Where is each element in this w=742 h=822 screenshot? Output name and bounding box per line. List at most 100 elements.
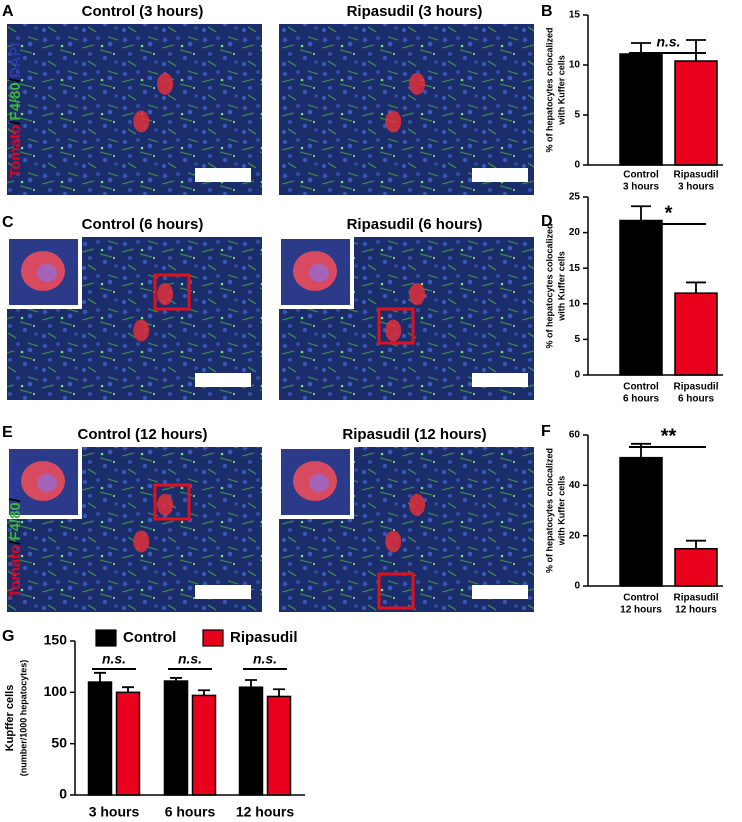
legend-label: Control	[123, 629, 176, 646]
x-tick-label: 6 hours	[623, 394, 660, 405]
scale-bar	[472, 585, 528, 599]
x-tick-label: Control	[623, 170, 659, 181]
y-tick-label: 40	[569, 480, 581, 491]
bar	[191, 694, 217, 796]
bar	[619, 53, 663, 166]
y-tick-label: 0	[574, 160, 580, 171]
y-tick-label: 100	[44, 683, 68, 699]
tomato-cell	[385, 319, 402, 342]
x-tick-label: 12 hours	[236, 804, 295, 820]
tomato-cell	[157, 283, 174, 306]
y-tick-label: 5	[574, 110, 580, 121]
stain-part: F4/80	[7, 502, 24, 540]
roi-box	[377, 307, 415, 345]
bar	[674, 292, 718, 376]
tomato-cell	[409, 493, 426, 516]
y-axis-label: % of hepatocytes colocalized	[544, 223, 554, 348]
legend-label: Ripasudil	[230, 629, 298, 646]
x-tick-label: Control	[623, 593, 659, 604]
error-bar	[198, 689, 210, 696]
significance: *	[665, 202, 673, 224]
stain-part: Tomato	[7, 125, 24, 178]
error-bar	[686, 539, 706, 549]
significance: n.s.	[253, 651, 277, 667]
error-bar	[686, 281, 706, 294]
tomato-cell	[157, 72, 174, 95]
y-tick-label: 10	[569, 60, 581, 71]
panel-letter: B	[541, 3, 553, 20]
y-tick-label: 15	[569, 263, 581, 274]
y-tick-label: 0	[574, 370, 580, 381]
x-tick-label: 3 hours	[89, 804, 140, 820]
x-tick-label: 12 hours	[620, 605, 662, 616]
error-bar	[273, 688, 285, 697]
inset-cell-core	[309, 264, 329, 282]
y-axis-label: Kupffer cells	[4, 685, 16, 752]
panel-letter: F	[541, 423, 551, 440]
stain-part: Tomato	[7, 545, 24, 598]
x-tick-label: Ripasudil	[673, 593, 718, 604]
image-title: Ripasudil (6 hours)	[347, 216, 483, 233]
y-tick-label: 150	[44, 632, 68, 648]
roi-box	[153, 483, 191, 521]
image-title: Ripasudil (12 hours)	[342, 426, 486, 443]
bar	[163, 680, 189, 796]
y-tick-label: 20	[569, 227, 581, 238]
tomato-cell	[157, 493, 174, 516]
error-bar	[631, 442, 651, 458]
y-tick-label: 10	[569, 298, 581, 309]
y-axis-label: % of hepatocytes colocalized	[544, 448, 554, 573]
bar	[619, 456, 663, 587]
image-title: Control (6 hours)	[82, 216, 204, 233]
y-tick-label: 25	[569, 192, 581, 203]
bar	[619, 219, 663, 376]
y-tick-label: 0	[574, 581, 580, 592]
tomato-cell	[133, 319, 150, 342]
micrograph	[279, 24, 534, 195]
roi-box	[153, 273, 191, 311]
inset-cell-core	[37, 264, 57, 282]
stain-label: Tomato/F4/80/DAPI	[7, 42, 24, 178]
y-axis-label: with Kuffer cells	[556, 476, 566, 547]
bar	[238, 686, 264, 796]
stain-part: /	[7, 77, 24, 82]
image-title: Control (12 hours)	[78, 426, 208, 443]
panel-letter: E	[2, 424, 13, 441]
inset-cell-core	[309, 474, 329, 492]
scale-bar	[472, 373, 528, 387]
y-tick-label: 0	[59, 786, 67, 802]
stain-label: Tomato/F4/80/DAPI	[7, 462, 24, 598]
tomato-cell	[409, 72, 426, 95]
significance: **	[661, 425, 677, 447]
stain-part: F4/80	[7, 82, 24, 120]
roi-box	[377, 572, 415, 610]
x-tick-label: Control	[623, 382, 659, 393]
panel-letter: A	[2, 3, 14, 20]
error-bar	[686, 39, 706, 61]
y-tick-label: 50	[51, 734, 67, 750]
image-title: Ripasudil (3 hours)	[347, 3, 483, 20]
y-tick-label: 20	[569, 530, 581, 541]
tomato-cell	[385, 110, 402, 133]
error-bar	[245, 679, 257, 688]
significance: n.s.	[178, 651, 202, 667]
stain-part: DAPI	[7, 462, 24, 498]
y-axis-label: % of hepatocytes colocalized	[544, 27, 554, 152]
bar	[87, 681, 113, 796]
significance: n.s.	[102, 651, 126, 667]
tomato-cell	[385, 530, 402, 553]
legend-swatch	[95, 629, 117, 647]
tomato-cell	[409, 283, 426, 306]
y-tick-label: 5	[574, 334, 580, 345]
x-tick-label: Ripasudil	[673, 382, 718, 393]
y-axis-label: with Kuffer cells	[556, 55, 566, 126]
error-bar	[631, 205, 651, 221]
y-tick-label: 60	[569, 430, 581, 441]
x-tick-label: 3 hours	[678, 182, 715, 193]
legend-swatch	[202, 629, 224, 647]
x-tick-label: 6 hours	[678, 394, 715, 405]
scale-bar	[195, 168, 251, 182]
panel-letter: G	[2, 628, 14, 645]
y-tick-label: 15	[569, 10, 581, 21]
